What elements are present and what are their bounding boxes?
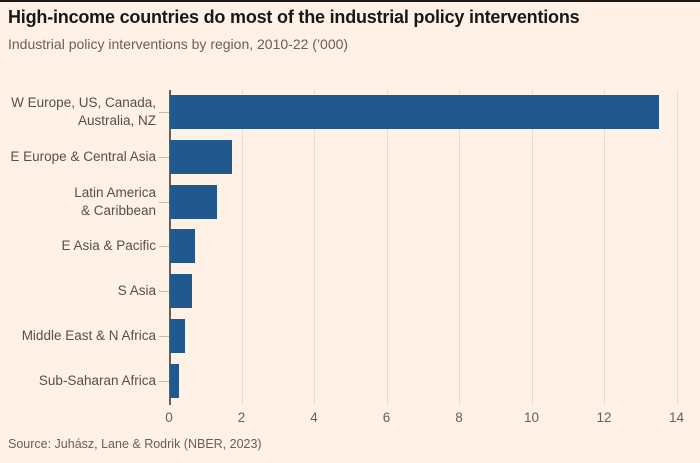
y-axis-baseline — [169, 90, 171, 405]
category-label: Latin America & Caribbean — [74, 184, 156, 218]
x-axis-tick-label-12: 12 — [596, 410, 612, 425]
bar-row-3: E Asia & Pacific — [0, 224, 700, 269]
category-tick — [159, 380, 169, 382]
x-axis-tick-label-8: 8 — [455, 410, 463, 425]
bar-segment — [170, 274, 192, 309]
gridline-x-6 — [386, 90, 388, 405]
gridline-x-12 — [604, 90, 605, 405]
category-label: E Asia & Pacific — [61, 238, 156, 254]
x-axis-tick-label-14: 14 — [668, 410, 685, 425]
category-label: Middle East & N Africa — [21, 327, 156, 343]
category-tick — [159, 335, 169, 337]
category-label: Sub-Saharan Africa — [38, 372, 156, 388]
gridline-x-14 — [676, 90, 678, 405]
category-label: S Asia — [117, 283, 156, 299]
category-label: W Europe, US, Canada, Australia, NZ — [11, 95, 156, 129]
source-note: Source: Juhász, Lane & Rodrik (NBER, 202… — [8, 437, 262, 451]
bar-segment — [170, 184, 218, 219]
bar-segment — [170, 95, 660, 130]
gridline-x-10 — [531, 90, 533, 405]
x-axis-tick-label-4: 4 — [310, 410, 318, 425]
category-tick — [159, 157, 169, 159]
category-tick — [159, 112, 169, 114]
x-axis-tick-label-2: 2 — [237, 410, 246, 425]
gridline-x-4 — [314, 90, 315, 405]
bar-row-4: S Asia — [0, 269, 700, 314]
bar-row-5: Middle East & N Africa — [0, 314, 700, 359]
gridline-x-8 — [459, 90, 460, 405]
bar-row-2: Latin America & Caribbean — [0, 179, 700, 224]
category-label: E Europe & Central Asia — [10, 148, 156, 164]
chart-subtitle: Industrial policy interventions by regio… — [8, 36, 349, 52]
bar-chart-plot-area: 0 2 4 6 8 10 12 14 W Europe, US, Canada, Austra… — [0, 90, 700, 430]
bar-segment — [170, 140, 232, 175]
x-axis-tick-label-6: 6 — [382, 410, 391, 425]
bar-segment — [170, 229, 196, 264]
bar-segment — [170, 363, 180, 398]
category-tick — [159, 291, 169, 293]
bar-row-0: W Europe, US, Canada, Australia, NZ — [0, 90, 700, 135]
x-axis-tick-label-10: 10 — [523, 410, 540, 425]
bar-row-1: E Europe & Central Asia — [0, 135, 700, 180]
bar-segment — [170, 318, 185, 353]
x-axis-tick-label-0: 0 — [165, 410, 173, 425]
gridline-x-2 — [241, 90, 243, 405]
top-rule-divider — [0, 0, 700, 2]
bar-row-6: Sub-Saharan Africa — [0, 358, 700, 403]
chart-title: High-income countries do most of the ind… — [8, 7, 580, 27]
category-tick — [159, 201, 169, 203]
category-tick — [159, 246, 169, 248]
